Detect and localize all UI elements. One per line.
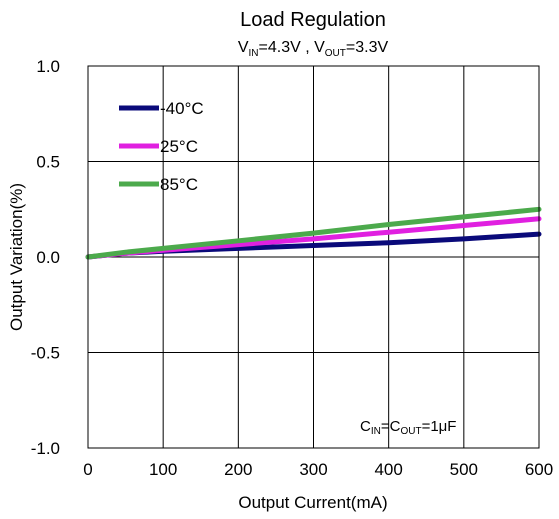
y-tick-label: 0.0	[36, 248, 60, 267]
subtitle-vin-value: =4.3V ,	[259, 39, 315, 56]
plot-frame	[87, 65, 540, 449]
y-tick-label: 1.0	[36, 57, 60, 76]
subtitle-vout-sub: OUT	[325, 48, 346, 59]
legend: -40°C 25°C 85°C	[119, 99, 204, 194]
x-tick-label: 500	[450, 460, 478, 479]
x-tick-label: 300	[299, 460, 327, 479]
note-c2-sub: OUT	[400, 426, 421, 437]
x-tick-labels: 0 100 200 300 400 500 600	[83, 460, 553, 479]
note-c1-sub: IN	[371, 426, 381, 437]
subtitle-vout-main: V	[314, 39, 325, 56]
series-line-2	[85, 206, 542, 260]
chart-subtitle: VIN=4.3V , VOUT=3.3V	[238, 39, 389, 59]
y-tick-label: -1.0	[31, 439, 60, 458]
legend-label-2: 85°C	[160, 175, 198, 194]
x-tick-label: 100	[149, 460, 177, 479]
subtitle-vin-sub: IN	[249, 48, 259, 59]
note-eq1: =	[381, 418, 390, 435]
chart-title: Load Regulation	[240, 9, 386, 31]
legend-label-1: 25°C	[160, 137, 198, 156]
x-tick-label: 0	[83, 460, 92, 479]
capacitor-note: CIN=COUT=1μF	[360, 418, 456, 437]
subtitle-vout-value: =3.3V	[346, 39, 389, 56]
note-c2-main: C	[390, 418, 401, 435]
y-tick-labels: 1.0 0.5 0.0 -0.5 -1.0	[31, 57, 60, 458]
y-tick-label: -0.5	[31, 344, 60, 363]
subtitle-vin-main: V	[238, 39, 249, 56]
y-tick-label: 0.5	[36, 153, 60, 172]
y-axis-label: Output Variation(%)	[7, 183, 26, 331]
x-axis-label: Output Current(mA)	[238, 493, 387, 512]
x-tick-label: 600	[525, 460, 553, 479]
legend-label-0: -40°C	[160, 99, 204, 118]
note-eq2: =1μF	[422, 418, 457, 435]
plot-grid	[87, 65, 540, 449]
series-lines	[85, 206, 542, 260]
x-tick-label: 200	[224, 460, 252, 479]
note-c1-main: C	[360, 418, 371, 435]
x-tick-label: 400	[374, 460, 402, 479]
